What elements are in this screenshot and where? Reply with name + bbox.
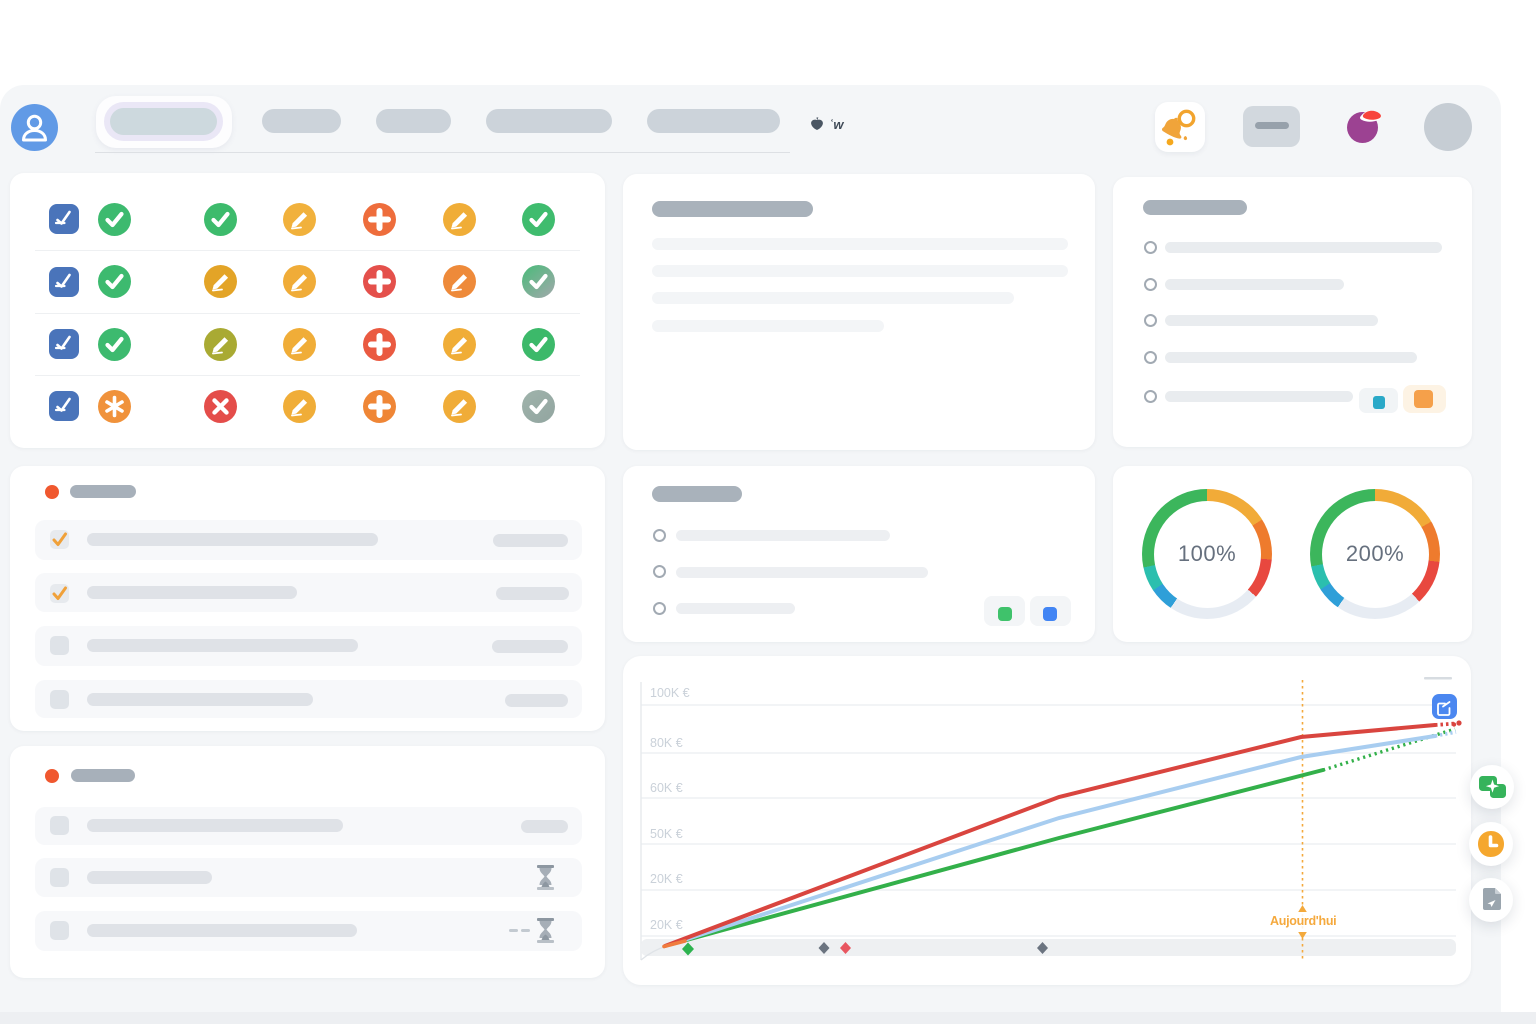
svg-text:20K €: 20K € bbox=[650, 918, 683, 932]
svg-text:100K €: 100K € bbox=[650, 686, 690, 700]
svg-text:80K €: 80K € bbox=[650, 736, 683, 750]
svg-text:60K €: 60K € bbox=[650, 781, 683, 795]
svg-text:20K €: 20K € bbox=[650, 872, 683, 886]
svg-text:Aujourd'hui: Aujourd'hui bbox=[1270, 914, 1336, 928]
svg-text:50K €: 50K € bbox=[650, 827, 683, 841]
